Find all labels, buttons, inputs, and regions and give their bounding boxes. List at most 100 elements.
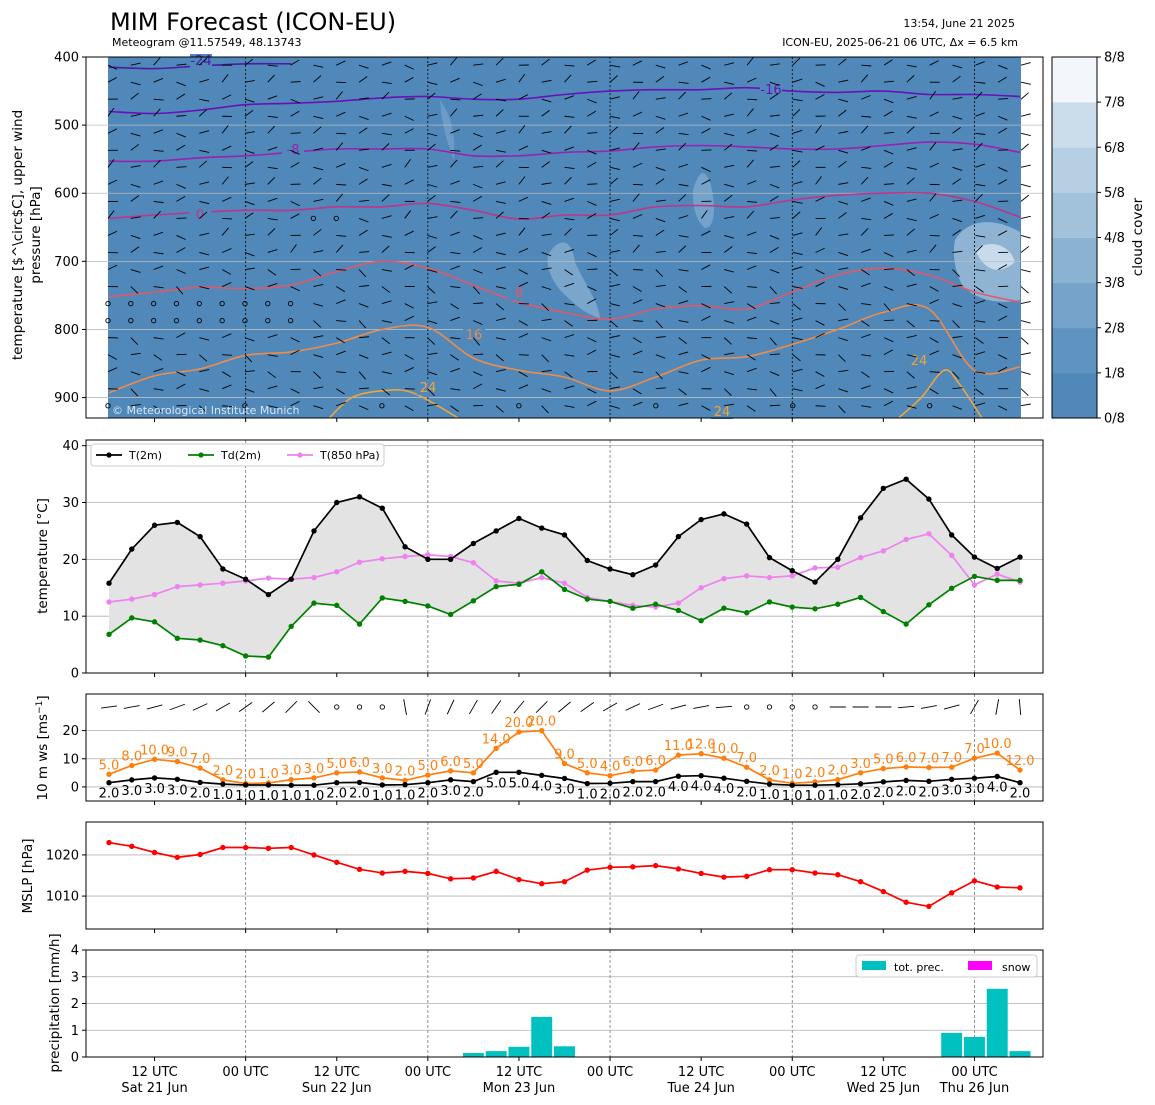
mslp-point — [402, 868, 408, 875]
mean-wind-value-label: 4.0 — [691, 780, 712, 795]
wind-barb — [701, 264, 711, 270]
wind-barb — [1020, 164, 1031, 168]
wind-barb — [815, 405, 826, 407]
wind-barb — [952, 269, 960, 277]
mslp-point — [174, 854, 181, 861]
t2m-point — [220, 566, 226, 572]
wind-barb — [541, 337, 552, 342]
wind-barb — [381, 194, 390, 202]
td2m-point — [242, 653, 249, 659]
gust-point — [766, 777, 773, 783]
wind-barb — [701, 115, 711, 121]
cloud-patch — [692, 173, 714, 228]
wind-barb — [678, 142, 687, 151]
calm-wind-marker — [516, 403, 522, 409]
wind-barb — [975, 269, 986, 272]
y-tick-label: 0 — [71, 1051, 79, 1066]
temperature-spread-area — [109, 479, 1020, 658]
wind-barb — [267, 217, 278, 221]
wind-barb — [473, 183, 483, 189]
wind-barb — [130, 132, 141, 137]
wind-barb — [359, 336, 370, 339]
mean-wind-point — [356, 779, 363, 786]
wind-barb — [153, 149, 164, 152]
wind-barb — [929, 337, 939, 344]
y-tick-label: 1 — [71, 1024, 79, 1039]
td2m-point — [835, 601, 841, 607]
gust-point — [220, 777, 226, 783]
wind-barb — [838, 160, 847, 168]
wind-barb — [1020, 245, 1030, 253]
calm-wind-marker — [812, 704, 818, 710]
wind-barb — [199, 354, 208, 362]
wind-barb — [359, 285, 370, 287]
wind-barb — [107, 210, 115, 219]
wind-barb — [495, 252, 506, 256]
wind-barb — [724, 320, 735, 324]
wind-barb — [130, 143, 140, 151]
wind-barb — [906, 177, 915, 185]
wind-barb — [769, 93, 779, 100]
wind-barb — [199, 369, 210, 373]
wind-barb — [130, 62, 141, 66]
colorbar-segment — [1052, 147, 1097, 193]
mean-wind-value-label: 4.0 — [668, 780, 689, 795]
wind-barb — [450, 149, 461, 152]
mslp-point — [607, 864, 613, 870]
wind-barb — [792, 354, 801, 362]
wind-barb — [313, 228, 322, 236]
wind-barb — [815, 281, 825, 287]
wind-barb — [1020, 352, 1031, 356]
mean-wind-point — [721, 775, 727, 781]
t850-point — [151, 591, 158, 598]
wind-barb — [518, 73, 526, 83]
gust-value-label: 6.0 — [896, 751, 917, 766]
t2m-point — [698, 516, 704, 523]
y-tick-label: 0 — [71, 667, 79, 682]
mean-wind-point — [857, 781, 864, 787]
wind-barb — [701, 64, 711, 70]
wind-barb — [724, 352, 735, 356]
wind-barb — [906, 75, 915, 83]
wind-barb — [153, 57, 161, 66]
wind-barb — [267, 176, 276, 185]
calm-wind-marker — [265, 317, 271, 324]
wind-barb — [153, 231, 164, 236]
mean-wind-value-label: 1.0 — [281, 789, 302, 804]
wind-barb — [861, 146, 871, 151]
wind-barb — [130, 195, 140, 202]
wind-barb — [678, 235, 689, 238]
gust-value-label: 2.0 — [827, 764, 848, 779]
t2m-point — [197, 533, 203, 540]
wind-barb — [541, 252, 552, 257]
t850-point — [561, 580, 568, 586]
wind-barb — [724, 216, 735, 219]
gust-point — [539, 727, 545, 734]
wind-barb — [244, 354, 253, 363]
wind-barb — [446, 699, 455, 715]
wind-barb — [860, 176, 869, 185]
wind-barb — [678, 215, 689, 219]
isotherm-label: 24 — [911, 354, 928, 369]
wind-barb — [267, 166, 278, 170]
wind-barb — [427, 352, 438, 356]
wind-barb — [358, 178, 368, 185]
wind-barb — [290, 337, 300, 343]
wind-barb — [723, 194, 733, 202]
legend-label: T(2m) — [128, 449, 162, 462]
wind-barb — [176, 217, 187, 219]
wind-barb — [176, 196, 186, 202]
t2m-point — [948, 532, 955, 538]
t850-point — [721, 575, 727, 582]
wind-barb — [427, 320, 438, 324]
y-axis-label-superscript: −1 — [35, 701, 45, 714]
wind-barb — [952, 199, 963, 202]
y-axis-label: 10 m ws [ms−1] — [35, 695, 51, 800]
wind-barb — [724, 301, 735, 305]
wind-barb — [906, 147, 917, 151]
wind-barb — [130, 216, 141, 219]
t2m-point — [766, 554, 773, 561]
wind-barb — [472, 383, 483, 390]
isotherm-label-bg — [189, 208, 211, 222]
wind-barb — [975, 286, 984, 293]
